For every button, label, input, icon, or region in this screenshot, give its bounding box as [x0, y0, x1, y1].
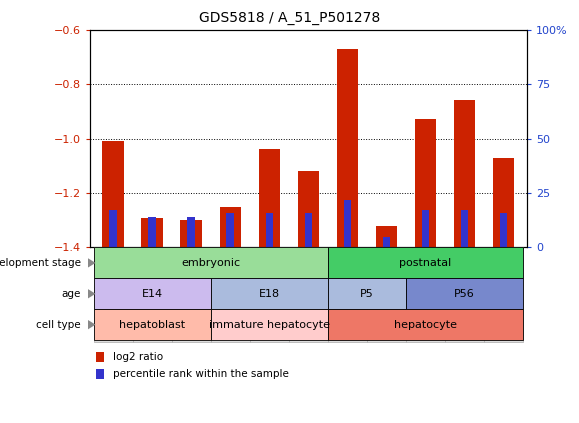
Text: P5: P5 [360, 289, 373, 299]
Bar [493, 158, 514, 247]
Text: E14: E14 [142, 289, 163, 299]
Bar [266, 213, 273, 247]
Text: E18: E18 [259, 289, 280, 299]
Text: P56: P56 [454, 289, 475, 299]
Bar [109, 210, 117, 247]
Bar [141, 217, 163, 247]
Text: cell type: cell type [36, 320, 81, 330]
Bar [415, 119, 436, 247]
Bar [376, 226, 397, 247]
Bar [383, 236, 390, 247]
Bar [298, 171, 319, 247]
Bar [336, 49, 358, 247]
Bar [500, 213, 507, 247]
Bar [188, 217, 195, 247]
Text: percentile rank within the sample: percentile rank within the sample [113, 369, 289, 379]
Bar [305, 213, 312, 247]
Bar [259, 149, 280, 247]
Text: hepatoblast: hepatoblast [119, 320, 185, 330]
Text: postnatal: postnatal [400, 258, 452, 268]
Text: immature hepatocyte: immature hepatocyte [209, 320, 330, 330]
Bar [343, 200, 351, 247]
Text: hepatocyte: hepatocyte [394, 320, 457, 330]
Bar [102, 141, 124, 247]
Bar [181, 220, 202, 247]
Bar [454, 100, 475, 247]
Text: embryonic: embryonic [181, 258, 240, 268]
Text: log2 ratio: log2 ratio [113, 352, 163, 362]
Text: GDS5818 / A_51_P501278: GDS5818 / A_51_P501278 [199, 11, 380, 25]
Bar [226, 213, 234, 247]
Bar [422, 210, 429, 247]
Text: development stage: development stage [0, 258, 81, 268]
Bar [148, 217, 156, 247]
Bar [461, 210, 468, 247]
Text: age: age [62, 289, 81, 299]
Bar [219, 206, 241, 247]
